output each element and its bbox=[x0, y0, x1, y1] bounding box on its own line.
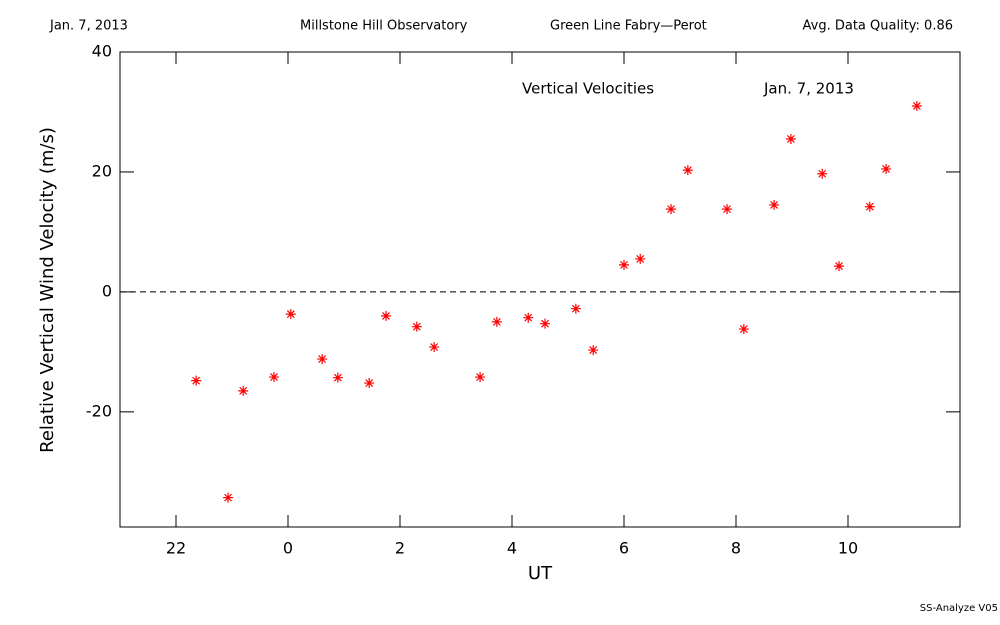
x-tick-label: 10 bbox=[838, 539, 858, 558]
x-tick-label: 0 bbox=[283, 539, 293, 558]
data-point bbox=[864, 201, 875, 212]
data-point bbox=[619, 259, 629, 270]
data-point bbox=[411, 321, 422, 332]
data-point bbox=[491, 316, 502, 327]
x-tick-label: 2 bbox=[395, 539, 405, 558]
x-tick-label: 8 bbox=[731, 539, 741, 558]
data-point bbox=[817, 168, 828, 179]
data-point bbox=[269, 372, 279, 383]
header-instrument: Green Line Fabry—Perot bbox=[550, 19, 707, 34]
data-point bbox=[769, 199, 780, 210]
x-tick-label: 22 bbox=[166, 539, 186, 558]
data-point bbox=[523, 312, 534, 323]
data-point bbox=[785, 133, 796, 144]
y-tick-label: -20 bbox=[86, 401, 112, 420]
header-quality: Avg. Data Quality: 0.86 bbox=[803, 19, 953, 34]
data-point bbox=[881, 163, 892, 174]
data-point bbox=[332, 372, 343, 383]
data-point bbox=[191, 375, 202, 386]
x-axis-label: UT bbox=[528, 563, 553, 584]
data-point bbox=[540, 318, 551, 329]
data-point bbox=[911, 100, 922, 111]
data-point bbox=[588, 345, 599, 356]
x-tick-label: 6 bbox=[619, 539, 629, 558]
data-point bbox=[285, 309, 296, 320]
header-observatory: Millstone Hill Observatory bbox=[300, 19, 468, 34]
y-tick-label: 40 bbox=[92, 42, 112, 61]
data-point bbox=[223, 492, 234, 503]
plot-frame bbox=[119, 51, 961, 528]
data-point bbox=[834, 261, 845, 272]
data-point bbox=[666, 204, 677, 215]
data-point bbox=[635, 253, 646, 264]
data-point bbox=[475, 372, 486, 383]
data-point bbox=[317, 354, 328, 365]
data-point bbox=[722, 204, 733, 215]
x-tick-label: 4 bbox=[507, 539, 517, 558]
data-point bbox=[364, 378, 375, 389]
data-point bbox=[429, 342, 440, 353]
footer: SS-Analyze V05 bbox=[920, 603, 998, 614]
y-axis-label: Relative Vertical Wind Velocity (m/s) bbox=[37, 127, 58, 453]
annotation: Vertical Velocities bbox=[522, 80, 654, 98]
data-point bbox=[738, 324, 749, 335]
annotation: Jan. 7, 2013 bbox=[763, 80, 854, 98]
data-point bbox=[682, 165, 693, 176]
y-tick-label: 20 bbox=[92, 161, 112, 180]
header-date: Jan. 7, 2013 bbox=[49, 19, 128, 34]
data-point bbox=[381, 310, 391, 321]
data-point bbox=[570, 303, 581, 314]
data-point bbox=[238, 385, 249, 396]
y-tick-label: 0 bbox=[102, 281, 112, 300]
